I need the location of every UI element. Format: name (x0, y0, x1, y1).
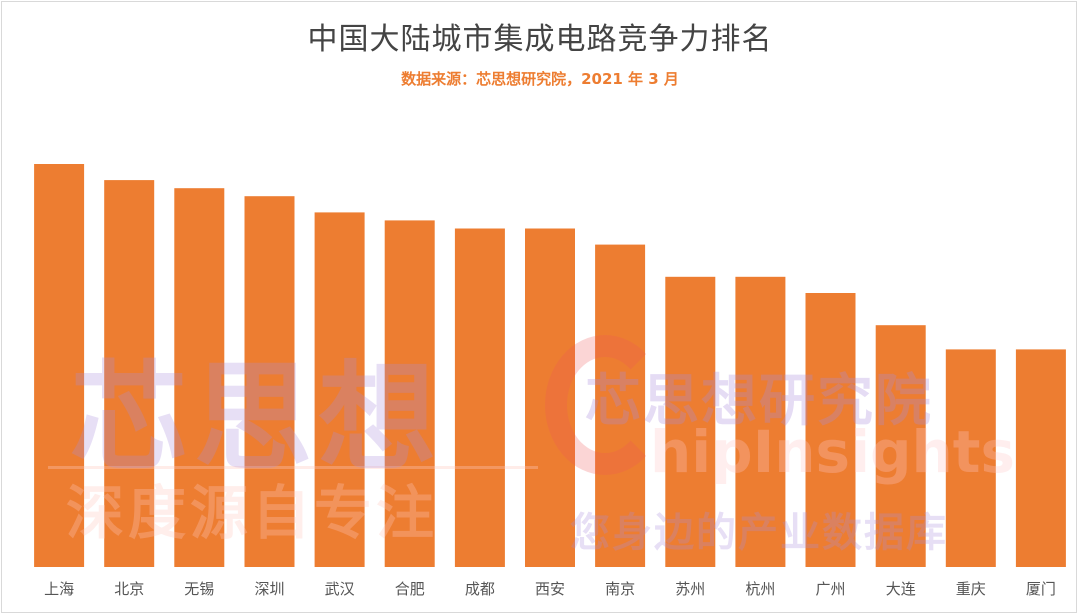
x-tick-label: 杭州 (745, 580, 775, 598)
bar-10 (735, 276, 786, 567)
x-tick-label: 西安 (535, 580, 565, 598)
bar-9 (665, 276, 716, 567)
bar-4 (314, 212, 365, 567)
x-tick-label: 无锡 (184, 580, 214, 598)
x-tick-label: 广州 (815, 580, 845, 598)
x-tick-label: 深圳 (254, 580, 284, 598)
x-tick-label: 合肥 (395, 580, 425, 598)
bar-11 (805, 293, 856, 567)
x-tick-label: 武汉 (325, 580, 355, 598)
x-tick-label: 厦门 (1026, 580, 1056, 598)
x-tick-label: 大连 (886, 580, 916, 598)
bar-3 (244, 196, 295, 567)
watermark-divider (48, 466, 538, 469)
watermark-c-logo (545, 335, 665, 475)
bar-0 (34, 164, 85, 567)
x-tick-label: 重庆 (956, 580, 986, 598)
x-tick-label: 北京 (114, 580, 144, 598)
bar-6 (454, 228, 505, 567)
bar-12 (875, 325, 926, 567)
x-tick-label: 上海 (44, 580, 74, 598)
chart-title: 中国大陆城市集成电路竞争力排名 (307, 22, 773, 57)
bar-14 (1015, 349, 1066, 567)
x-tick-label: 苏州 (675, 580, 705, 598)
bar-13 (945, 349, 996, 567)
bar-2 (174, 188, 225, 567)
bar-5 (384, 220, 435, 567)
x-tick-label: 成都 (465, 580, 495, 598)
bar-1 (104, 180, 155, 567)
x-tick-label: 南京 (605, 580, 635, 598)
chart-subtitle: 数据来源：芯思想研究院，2021 年 3 月 (401, 70, 679, 88)
